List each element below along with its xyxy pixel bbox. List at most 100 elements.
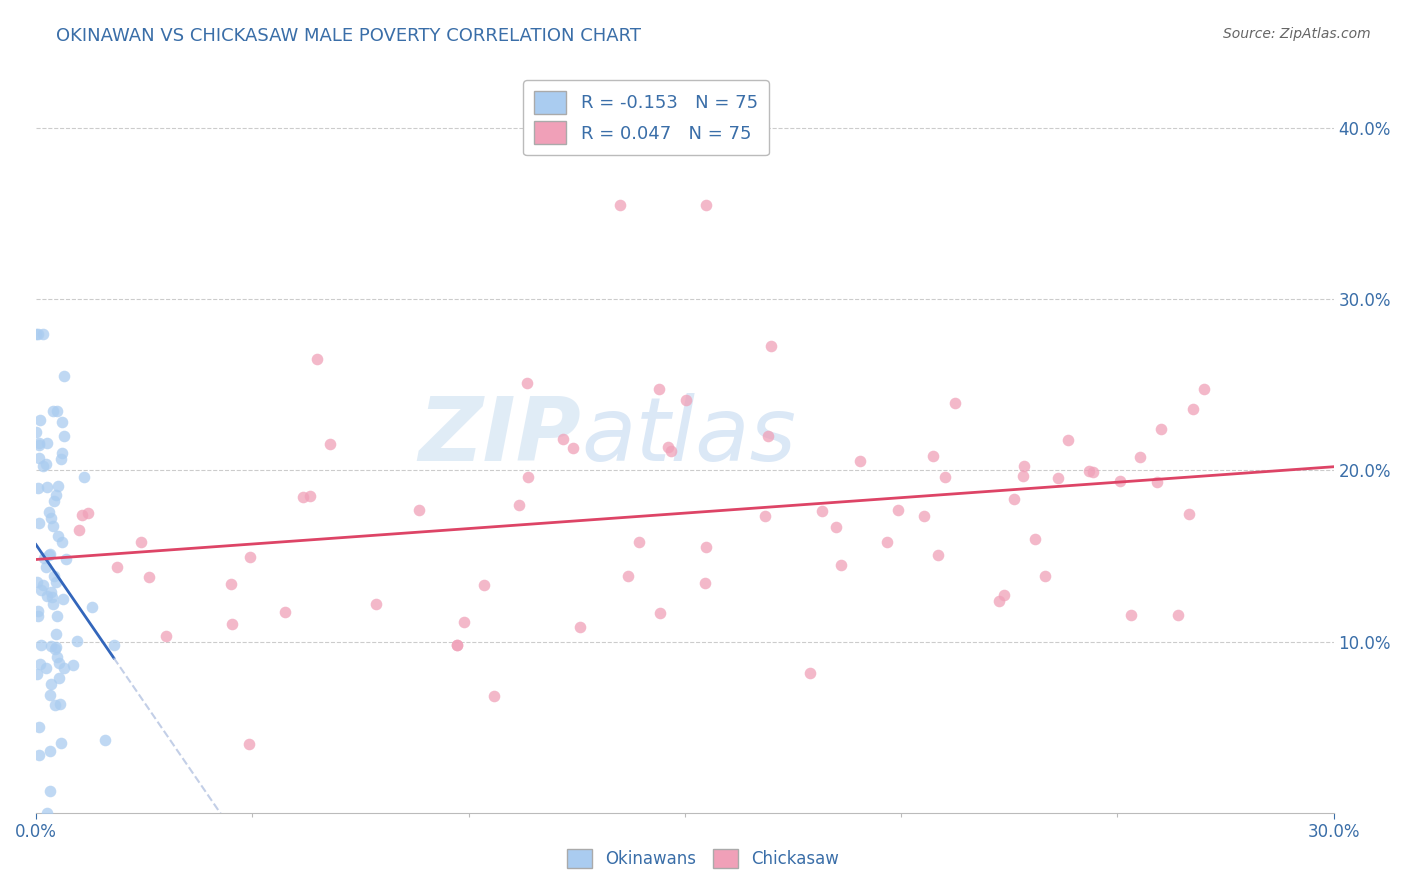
Point (34, 457, 56, 471)
Point (70, 508, 93, 523)
Point (219, 576, 242, 591)
Point (66, 634, 89, 648)
Point (551, 432, 574, 446)
Point (37, 589, 59, 603)
Point (693, 575, 716, 590)
Point (28, 657, 51, 671)
Point (53, 661, 76, 675)
Point (46, 609, 69, 624)
Point (1047, 471, 1070, 485)
Point (131, 534, 153, 549)
Point (25, 425, 48, 440)
Point (39, 585, 62, 599)
Point (569, 619, 592, 633)
Point (82, 600, 104, 615)
Point (28, 720, 51, 734)
Point (934, 470, 956, 484)
Point (364, 597, 387, 611)
Point (35, 559, 58, 574)
Point (45, 626, 67, 640)
Point (1178, 507, 1201, 521)
Point (446, 638, 468, 652)
Point (1149, 422, 1171, 436)
Point (39, 639, 62, 653)
Point (659, 444, 682, 458)
Point (52, 369, 75, 384)
Point (51, 415, 73, 429)
Point (943, 395, 966, 409)
Point (31, 326, 53, 341)
Point (39, 677, 62, 691)
Point (1181, 401, 1204, 416)
Point (648, 606, 671, 620)
Point (45, 649, 67, 664)
Point (52, 429, 75, 443)
Point (453, 615, 475, 629)
Point (516, 470, 538, 484)
Point (830, 558, 852, 573)
Point (25, 326, 48, 341)
Point (42, 494, 65, 508)
Point (76, 506, 98, 520)
Point (49, 698, 72, 712)
Point (51, 535, 73, 549)
Point (472, 578, 495, 592)
Text: OKINAWAN VS CHICKASAW MALE POVERTY CORRELATION CHART: OKINAWAN VS CHICKASAW MALE POVERTY CORRE… (56, 27, 641, 45)
Point (37, 436, 59, 450)
Point (35, 661, 58, 675)
Point (39, 744, 62, 758)
Point (32, 458, 55, 473)
Point (51, 446, 73, 460)
Point (695, 540, 717, 554)
Text: ZIP: ZIP (418, 392, 581, 480)
Point (616, 569, 638, 583)
Text: Source: ZipAtlas.com: Source: ZipAtlas.com (1223, 27, 1371, 41)
Point (1012, 459, 1035, 474)
Point (42, 519, 65, 533)
Point (27, 604, 49, 618)
Point (1078, 464, 1101, 478)
Point (825, 520, 848, 534)
Point (38, 504, 60, 518)
Point (62, 658, 84, 673)
Point (38, 548, 60, 562)
Point (1057, 433, 1080, 447)
Point (1146, 475, 1168, 489)
Point (695, 198, 717, 212)
Point (67, 524, 90, 538)
Point (876, 535, 898, 549)
Point (94, 733, 117, 747)
Point (1129, 450, 1152, 464)
Point (28, 435, 51, 450)
Point (922, 450, 945, 464)
Point (446, 638, 468, 652)
Point (46, 528, 69, 542)
Point (73, 470, 96, 484)
Point (27, 481, 49, 495)
Point (28, 516, 51, 531)
Point (28, 450, 51, 465)
Point (273, 606, 295, 620)
Legend: Okinawans, Chickasaw: Okinawans, Chickasaw (560, 842, 846, 875)
Point (44, 569, 66, 583)
Point (39, 784, 62, 798)
Point (648, 382, 671, 396)
Point (44, 642, 66, 657)
Point (1167, 607, 1189, 622)
Point (1012, 469, 1035, 483)
Point (657, 440, 679, 454)
Point (1192, 382, 1215, 396)
Point (1002, 492, 1025, 507)
Point (675, 393, 697, 408)
Point (238, 738, 260, 752)
Point (516, 376, 538, 390)
Point (27, 608, 49, 623)
Point (155, 629, 177, 643)
Point (103, 638, 125, 652)
Point (32, 551, 55, 566)
Point (27, 747, 49, 762)
Point (39, 511, 62, 525)
Point (627, 535, 650, 549)
Point (1119, 607, 1142, 622)
Point (221, 616, 243, 631)
